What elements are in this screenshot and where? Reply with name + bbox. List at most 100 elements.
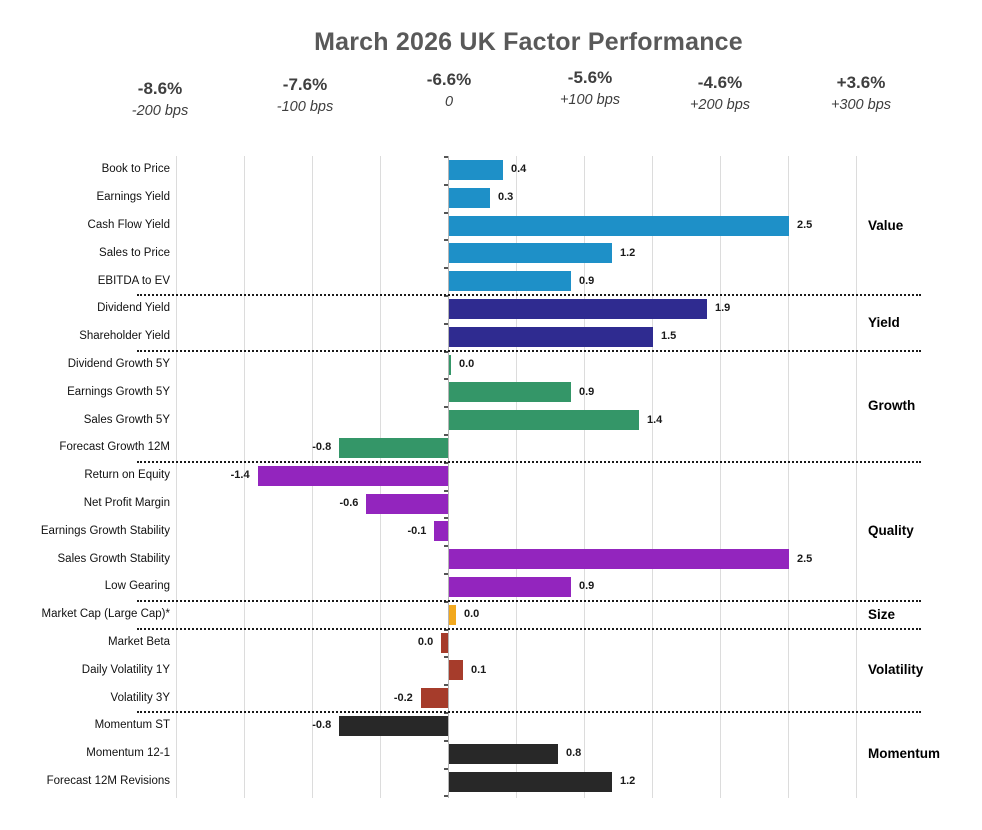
zero-axis-tick <box>444 768 448 770</box>
zero-axis-tick <box>444 406 448 408</box>
factor-bar <box>441 633 449 653</box>
zero-axis-tick <box>444 239 448 241</box>
factor-bar <box>366 494 449 514</box>
zero-axis-tick <box>444 490 448 492</box>
factor-bar <box>449 660 463 680</box>
group-separator <box>137 600 921 602</box>
factor-row-label: Sales Growth Stability <box>57 553 171 565</box>
factor-row-label: Earnings Growth Stability <box>40 525 170 537</box>
chart-title: March 2026 UK Factor Performance <box>314 28 743 56</box>
group-label: Value <box>868 218 904 233</box>
axis-bps-label: +200 bps <box>689 97 751 113</box>
group-label: Momentum <box>868 746 940 761</box>
factor-bar <box>449 299 707 319</box>
group-label: Quality <box>868 523 914 538</box>
zero-axis-tick <box>444 573 448 575</box>
zero-axis-tick <box>444 656 448 658</box>
factor-bar <box>449 216 789 236</box>
zero-axis-tick <box>444 267 448 269</box>
grid-line <box>516 156 517 798</box>
factor-bar <box>257 466 448 486</box>
factor-bar <box>449 744 558 764</box>
factor-bar <box>449 410 639 430</box>
group-label: Growth <box>868 398 916 413</box>
factor-row-label: Dividend Growth 5Y <box>67 358 170 370</box>
group-label: Yield <box>868 315 900 330</box>
factor-row-label: Daily Volatility 1Y <box>81 664 170 676</box>
bar-value-label: 0.3 <box>498 191 514 203</box>
factor-bar <box>420 688 448 708</box>
factor-row-label: Momentum 12-1 <box>86 747 170 759</box>
factor-row-label: Book to Price <box>101 163 170 175</box>
factor-bar <box>339 438 449 458</box>
factor-row-label: Earnings Yield <box>96 191 170 203</box>
factor-row-label: Low Gearing <box>104 580 170 592</box>
factor-bar <box>434 521 449 541</box>
bar-value-label: -0.1 <box>407 525 427 537</box>
zero-axis-tick <box>444 517 448 519</box>
factor-bar <box>449 549 789 569</box>
zero-axis-tick <box>444 795 448 797</box>
factor-row-label: Return on Equity <box>84 469 170 481</box>
factor-row-label: Dividend Yield <box>97 302 170 314</box>
factor-row-label: Momentum ST <box>94 719 170 731</box>
bar-value-label: 0.4 <box>511 163 527 175</box>
axis-tick-label: -5.6% +100 bps <box>520 68 660 108</box>
zero-axis-tick <box>444 434 448 436</box>
bar-value-label: 0.0 <box>417 636 434 648</box>
factor-row-label: Earnings Growth 5Y <box>67 386 170 398</box>
factor-row-label: Shareholder Yield <box>79 330 170 342</box>
bar-value-label: -0.6 <box>339 497 359 509</box>
zero-axis-tick <box>444 184 448 186</box>
axis-tick-label: -4.6% +200 bps <box>650 73 790 113</box>
group-separator <box>137 350 921 352</box>
axis-bps-label: 0 <box>444 94 454 110</box>
bar-value-label: 1.9 <box>715 302 731 314</box>
factor-bar <box>449 772 612 792</box>
axis-percent-label: -4.6% <box>697 73 743 92</box>
axis-bps-label: -200 bps <box>131 103 189 119</box>
zero-axis-tick <box>444 740 448 742</box>
bar-value-label: -0.8 <box>312 719 332 731</box>
factor-row-label: Forecast 12M Revisions <box>46 775 170 787</box>
factor-bar <box>449 382 571 402</box>
group-separator <box>137 294 921 296</box>
axis-bps-label: -100 bps <box>276 99 334 115</box>
group-separator <box>137 711 921 713</box>
bar-value-label: 1.2 <box>620 247 636 259</box>
axis-tick-label: -7.6% -100 bps <box>235 75 375 115</box>
axis-percent-label: +3.6% <box>836 73 886 92</box>
grid-line <box>788 156 789 798</box>
bar-value-label: -1.4 <box>230 469 250 481</box>
group-separator <box>137 628 921 630</box>
axis-tick-label: -6.6% 0 <box>379 70 519 110</box>
zero-axis-tick <box>444 323 448 325</box>
bar-value-label: 0.9 <box>579 386 595 398</box>
zero-axis-tick <box>444 684 448 686</box>
grid-line <box>584 156 585 798</box>
group-label: Volatility <box>868 662 924 677</box>
factor-bar <box>449 188 490 208</box>
zero-axis-tick <box>444 156 448 158</box>
factor-row-label: Market Cap (Large Cap)* <box>41 608 170 620</box>
bar-value-label: 2.5 <box>797 219 813 231</box>
factor-row-label: Market Beta <box>108 636 170 648</box>
grid-line <box>176 156 177 798</box>
grid-line <box>244 156 245 798</box>
factor-row-label: Net Profit Margin <box>83 497 170 509</box>
bar-value-label: 0.0 <box>459 358 475 370</box>
factor-row-label: Cash Flow Yield <box>87 219 170 231</box>
factor-row-label: Sales Growth 5Y <box>83 414 170 426</box>
bar-value-label: 0.9 <box>579 580 595 592</box>
axis-percent-label: -7.6% <box>282 75 328 94</box>
bar-value-label: -0.8 <box>312 441 332 453</box>
group-label: Size <box>868 607 896 622</box>
axis-bps-label: +100 bps <box>559 92 621 108</box>
factor-row-label: EBITDA to EV <box>97 275 170 287</box>
bar-value-label: 0.1 <box>471 664 487 676</box>
factor-bar <box>449 271 571 291</box>
axis-percent-label: -5.6% <box>567 68 613 87</box>
bar-value-label: -0.2 <box>393 692 413 704</box>
zero-axis-tick <box>444 378 448 380</box>
